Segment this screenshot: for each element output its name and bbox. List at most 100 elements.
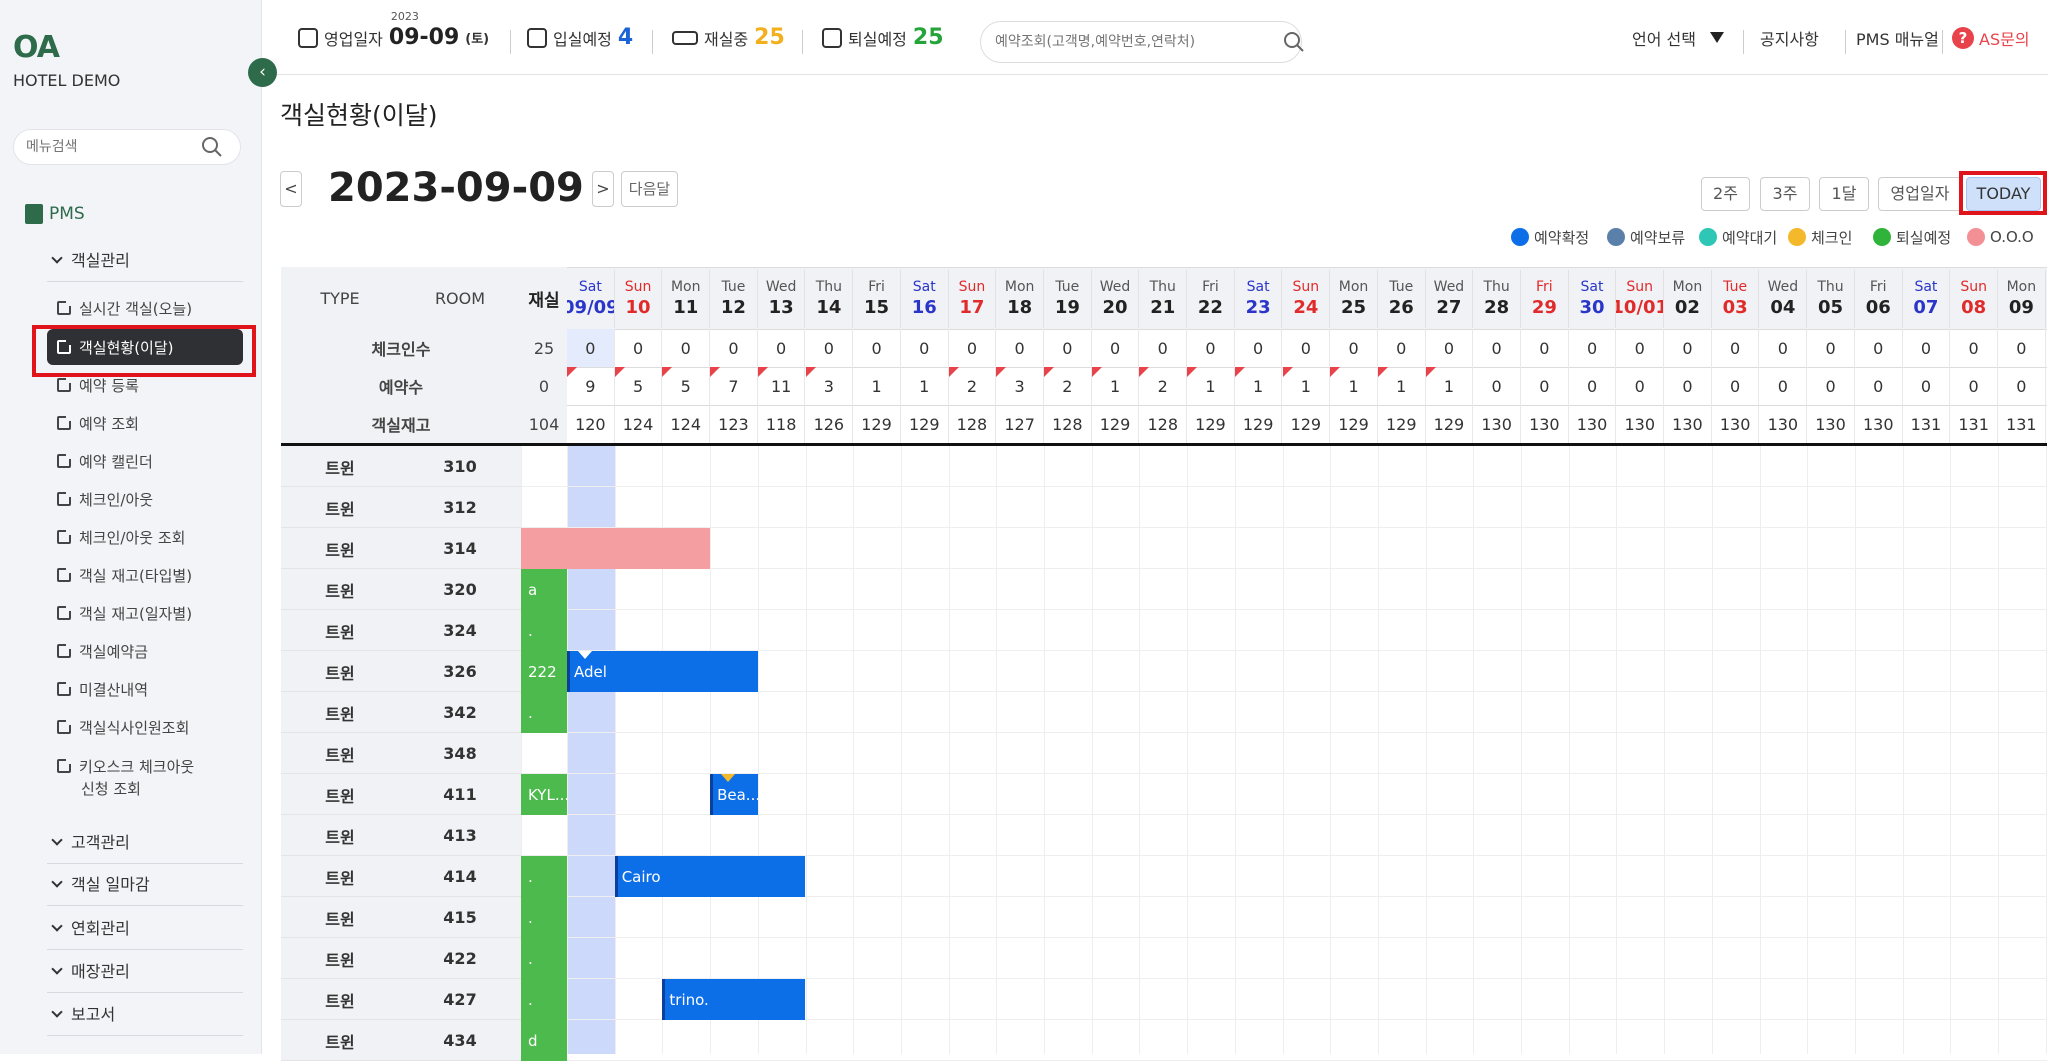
sidebar-item-3[interactable]: 예약 조회 bbox=[47, 405, 243, 441]
as-inquiry-link[interactable]: ? AS문의 bbox=[1952, 0, 2030, 75]
inhouse-summary[interactable]: 재실중 25 bbox=[672, 0, 785, 75]
reservations-cell[interactable]: 2 bbox=[949, 367, 997, 405]
reservations-cell[interactable]: 0 bbox=[1903, 367, 1951, 405]
inventory-cell: 130 bbox=[1616, 405, 1665, 443]
reservations-cell[interactable]: 5 bbox=[662, 367, 711, 405]
sidebar-item-1[interactable]: 객실현황(이달) bbox=[47, 329, 243, 365]
reservations-cell[interactable]: 0 bbox=[1473, 367, 1521, 405]
reservations-cell[interactable]: 1 bbox=[1283, 367, 1331, 405]
reservation-search-input[interactable] bbox=[980, 21, 1302, 63]
sidebar-item-kiosk-checkout-2[interactable]: 신청 조회 bbox=[81, 779, 141, 798]
inhouse-block[interactable]: . bbox=[521, 856, 567, 897]
inhouse-block[interactable]: d bbox=[521, 1020, 567, 1061]
reservations-cell[interactable]: 1 bbox=[901, 367, 949, 405]
reservations-cell[interactable]: 0 bbox=[1855, 367, 1903, 405]
reservations-cell[interactable]: 3 bbox=[996, 367, 1044, 405]
reservations-cell[interactable]: 7 bbox=[710, 367, 758, 405]
sidebar-item-11[interactable]: 객실식사인원조회 bbox=[47, 709, 243, 745]
reservation-bar[interactable]: trino. bbox=[662, 979, 806, 1020]
group-3[interactable]: 매장관리 bbox=[47, 951, 243, 993]
inhouse-block[interactable]: . bbox=[521, 610, 567, 651]
chevron-left-icon: ‹ bbox=[259, 62, 266, 82]
next-month-button[interactable]: 다음달 bbox=[621, 171, 678, 207]
reservations-cell[interactable]: 1 bbox=[1187, 367, 1235, 405]
inhouse-block[interactable]: KYL... bbox=[521, 774, 567, 815]
reservations-cell[interactable]: 0 bbox=[1950, 367, 1998, 405]
inhouse-block[interactable]: . bbox=[521, 938, 567, 979]
group-2[interactable]: 연회관리 bbox=[47, 908, 243, 950]
view-3weeks-button[interactable]: 3주 bbox=[1760, 177, 1810, 211]
status-dot bbox=[1607, 228, 1625, 246]
reservations-cell[interactable]: 2 bbox=[1044, 367, 1092, 405]
status-dot bbox=[1788, 228, 1806, 246]
reservation-bar[interactable]: Cairo bbox=[614, 856, 806, 897]
reservations-cell[interactable]: 1 bbox=[1426, 367, 1474, 405]
view-business-date-button[interactable]: 영업일자 bbox=[1878, 177, 1962, 211]
sidebar-item-2[interactable]: 예약 등록 bbox=[47, 367, 243, 403]
next-date-button[interactable]: > bbox=[592, 171, 614, 207]
reservations-cell[interactable]: 0 bbox=[1521, 367, 1569, 405]
day-of-week: Mon bbox=[1338, 279, 1369, 295]
flag-marker bbox=[1330, 367, 1341, 377]
reservations-cell[interactable]: 3 bbox=[806, 367, 854, 405]
inventory-cell: 128 bbox=[1044, 405, 1092, 443]
inhouse-block[interactable]: a bbox=[521, 569, 567, 610]
reservations-cell[interactable]: 11 bbox=[758, 367, 806, 405]
out-of-order-block[interactable] bbox=[521, 528, 711, 569]
manual-link[interactable]: PMS 매뉴얼 bbox=[1856, 29, 1939, 49]
reservations-cell[interactable]: 5 bbox=[615, 367, 663, 405]
reservations-cell[interactable]: 0 bbox=[1760, 367, 1808, 405]
language-select[interactable]: 언어 선택 bbox=[1632, 0, 1724, 75]
inventory-cell: 130 bbox=[1569, 405, 1617, 443]
reservations-cell[interactable]: 0 bbox=[1807, 367, 1855, 405]
checkins-cell: 0 bbox=[710, 329, 758, 367]
prev-date-button[interactable]: < bbox=[280, 171, 302, 207]
view-today-button[interactable]: TODAY bbox=[1966, 177, 2041, 211]
reservation-bar[interactable]: Adel bbox=[567, 651, 758, 692]
inhouse-block[interactable]: . bbox=[521, 692, 567, 733]
view-1month-button[interactable]: 1달 bbox=[1819, 177, 1869, 211]
reservations-cell[interactable]: 1 bbox=[853, 367, 901, 405]
day-of-week: Mon bbox=[1672, 279, 1703, 295]
inhouse-block[interactable]: 222 bbox=[521, 651, 567, 692]
search-icon[interactable] bbox=[1282, 30, 1306, 54]
reservations-cell[interactable]: 1 bbox=[1235, 367, 1283, 405]
group-1[interactable]: 객실 일마감 bbox=[47, 864, 243, 906]
reservations-cell[interactable]: 1 bbox=[1330, 367, 1378, 405]
reservations-cell[interactable]: 0 bbox=[1664, 367, 1712, 405]
inhouse-block[interactable]: . bbox=[521, 979, 567, 1020]
inventory-cell: 129 bbox=[901, 405, 949, 443]
arrival-summary[interactable]: 입실예정 4 bbox=[527, 0, 633, 75]
row-reservations-label: 예약수 bbox=[378, 378, 424, 397]
search-icon[interactable] bbox=[200, 135, 224, 159]
reservations-cell[interactable]: 0 bbox=[1998, 367, 2046, 405]
reservations-cell[interactable]: 1 bbox=[1378, 367, 1426, 405]
sidebar-item-5[interactable]: 체크인/아웃 bbox=[47, 481, 243, 517]
reservations-cell[interactable]: 0 bbox=[1712, 367, 1760, 405]
sidebar-item-12[interactable]: 키오스크 체크아웃 bbox=[47, 748, 243, 784]
departure-summary[interactable]: 퇴실예정 25 bbox=[822, 0, 944, 75]
reservation-bar[interactable]: Bea... bbox=[710, 774, 758, 815]
reservations-cell[interactable]: 0 bbox=[1569, 367, 1617, 405]
sidebar-item-10[interactable]: 미결산내역 bbox=[47, 671, 243, 707]
sidebar-item-0[interactable]: 실시간 객실(오늘) bbox=[47, 290, 243, 326]
day-header: Sat 07 bbox=[1903, 270, 1951, 328]
group-room-management[interactable]: 객실관리 bbox=[47, 240, 243, 282]
sidebar-collapse-button[interactable]: ‹ bbox=[248, 58, 277, 87]
inhouse-block[interactable]: . bbox=[521, 897, 567, 938]
group-0[interactable]: 고객관리 bbox=[47, 822, 243, 864]
sidebar-item-8[interactable]: 객실 재고(일자별) bbox=[47, 595, 243, 631]
reservations-cell[interactable]: 1 bbox=[1092, 367, 1140, 405]
day-number: 11 bbox=[673, 296, 699, 318]
pms-menu[interactable]: PMS bbox=[25, 204, 85, 224]
sidebar-item-7[interactable]: 객실 재고(타입별) bbox=[47, 557, 243, 593]
reservations-cell[interactable]: 2 bbox=[1139, 367, 1188, 405]
sidebar-item-9[interactable]: 객실예약금 bbox=[47, 633, 243, 669]
notice-link[interactable]: 공지사항 bbox=[1760, 29, 1819, 49]
group-4[interactable]: 보고서 bbox=[47, 994, 243, 1036]
reservations-cell[interactable]: 0 bbox=[1616, 367, 1665, 405]
reservations-cell[interactable]: 9 bbox=[567, 367, 615, 405]
view-2weeks-button[interactable]: 2주 bbox=[1701, 177, 1750, 211]
sidebar-item-4[interactable]: 예약 캘린더 bbox=[47, 443, 243, 479]
sidebar-item-6[interactable]: 체크인/아웃 조회 bbox=[47, 519, 243, 555]
